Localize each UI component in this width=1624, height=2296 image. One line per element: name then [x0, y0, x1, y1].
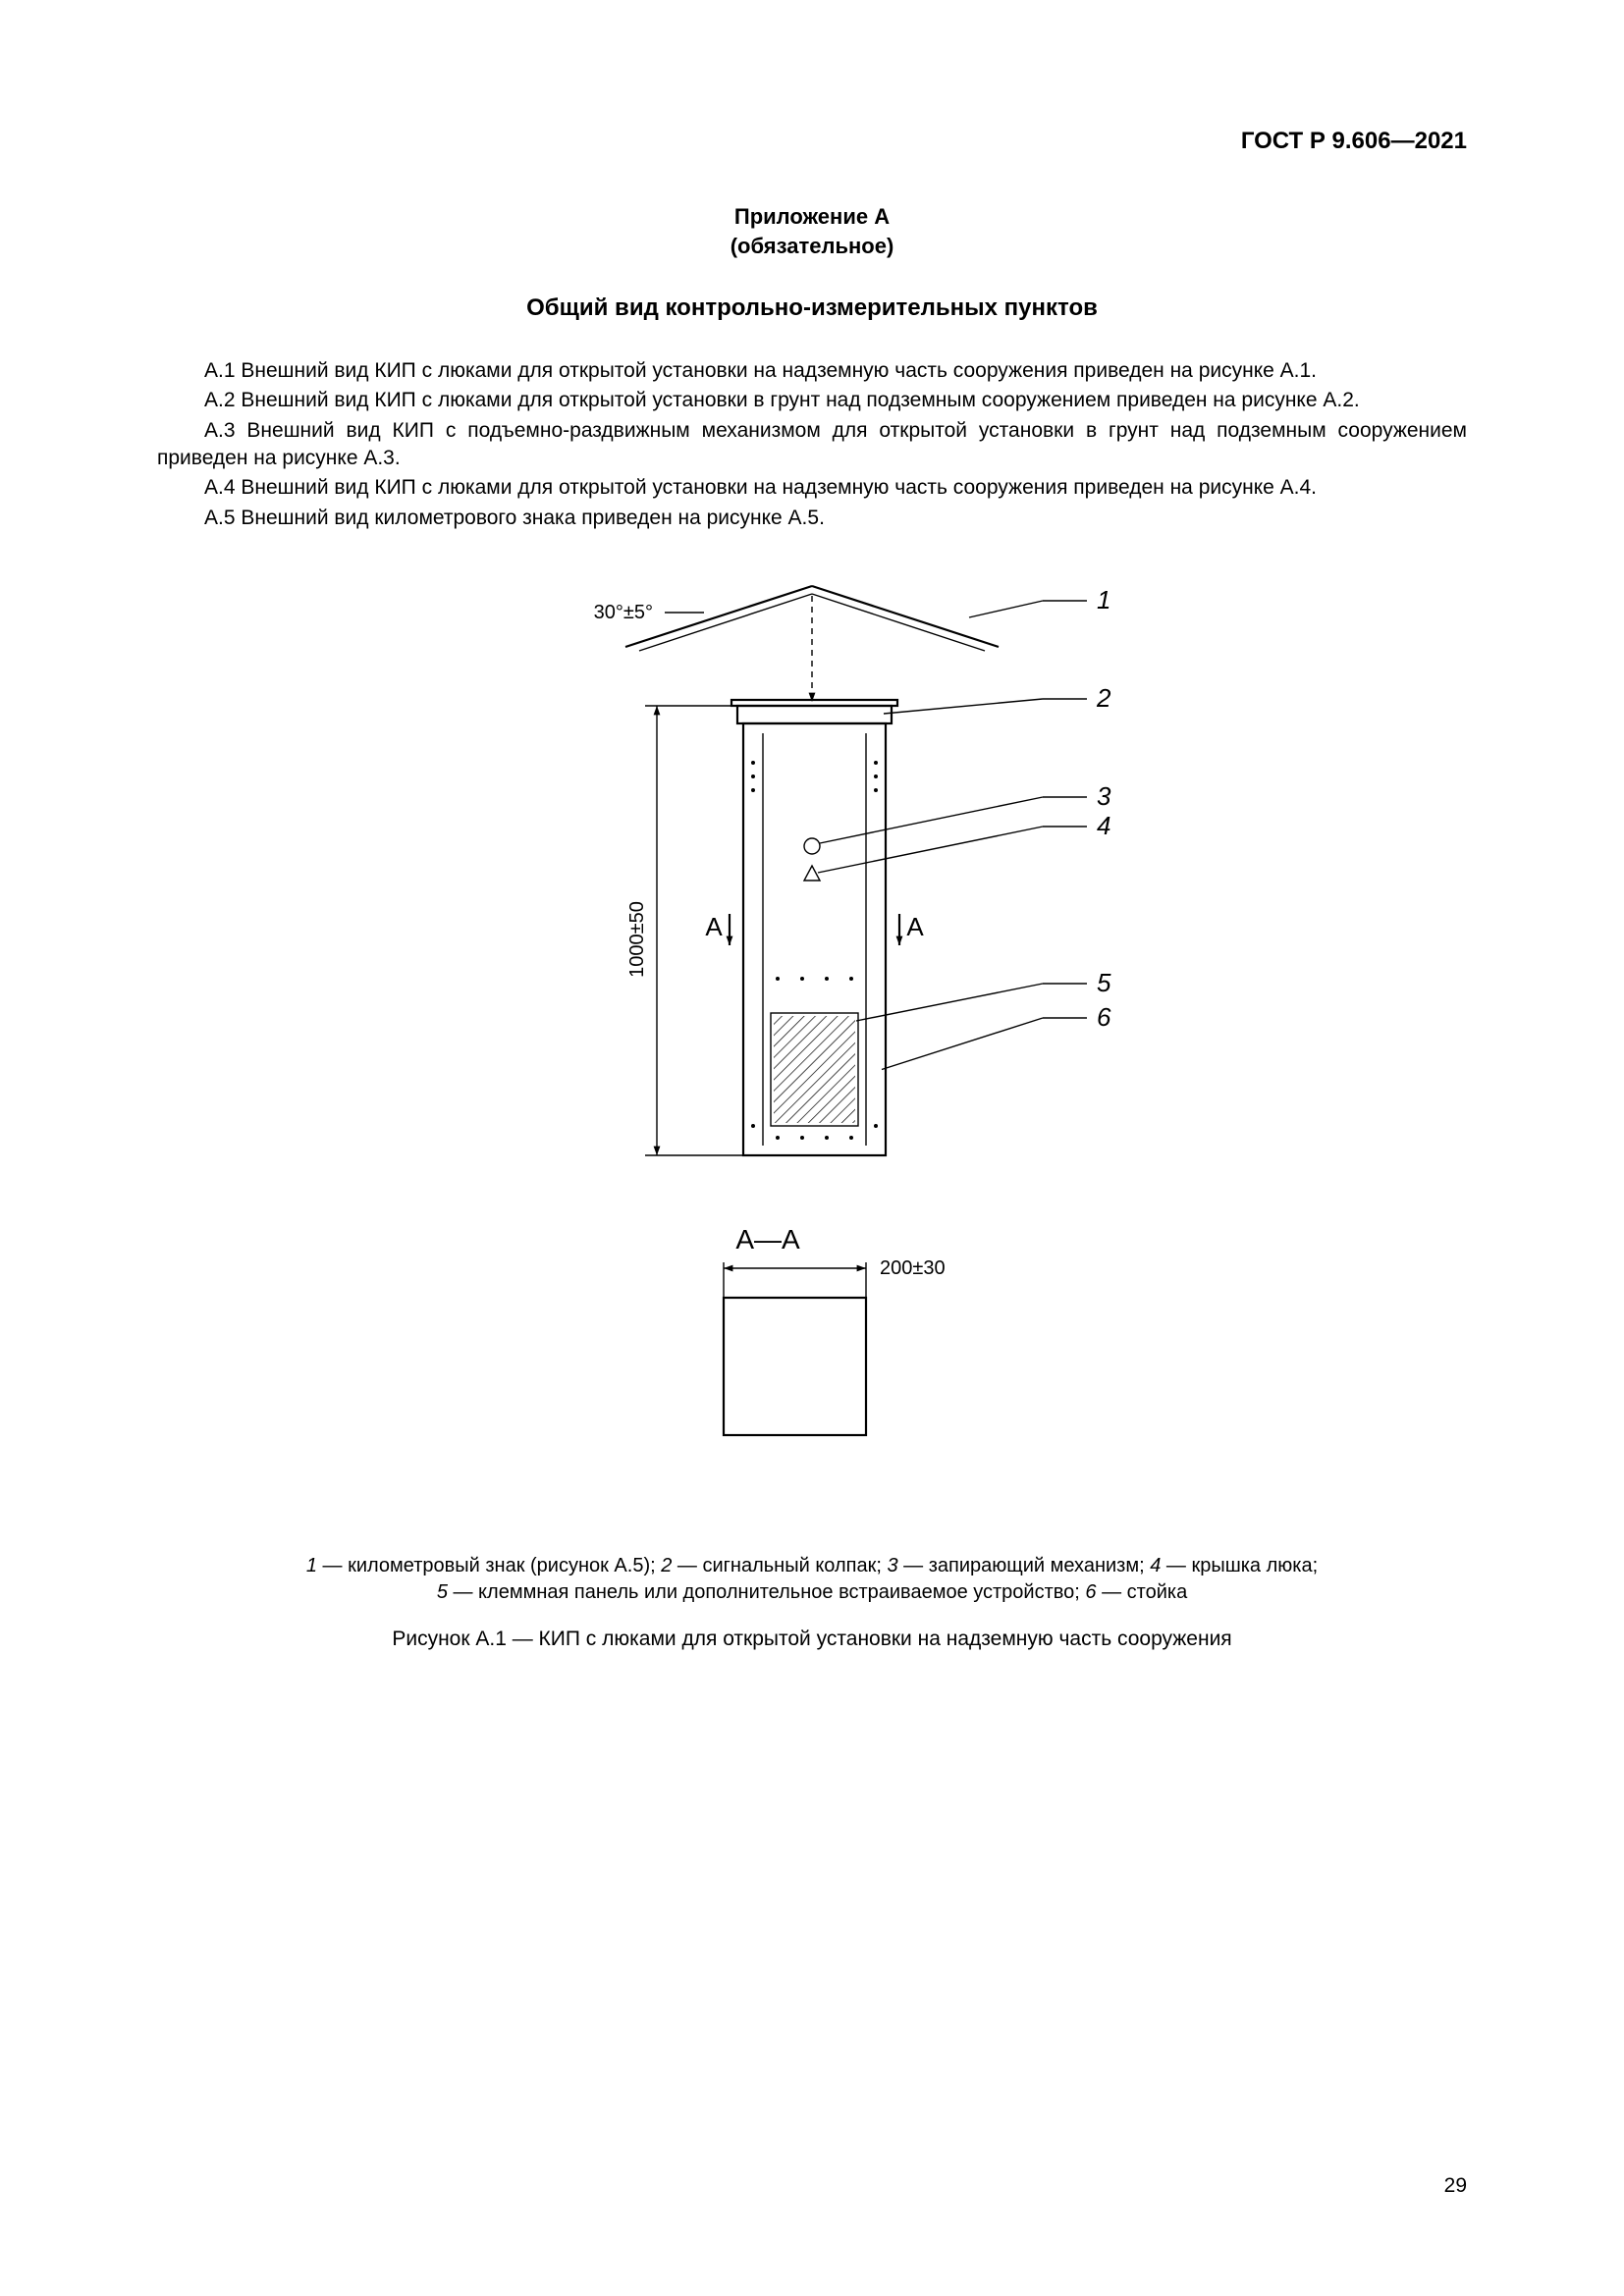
svg-text:1: 1 [1097, 585, 1110, 614]
page-number: 29 [1444, 2174, 1467, 2198]
main-title: Общий вид контрольно-измерительных пункт… [157, 294, 1467, 322]
svg-text:1000±50: 1000±50 [626, 901, 648, 978]
svg-text:200±30: 200±30 [880, 1257, 946, 1279]
svg-text:А: А [705, 912, 723, 941]
paragraph-a3: А.3 Внешний вид КИП с подъемно-раздвижны… [157, 417, 1467, 473]
annex-title: Приложение А [157, 204, 1467, 230]
legend-line-1: 1 — километровый знак (рисунок А.5); 2 —… [157, 1553, 1467, 1579]
technical-drawing-svg: 30°±5° 1 2 34 А А 5 6 1000±50 А—А 200±30 [459, 561, 1165, 1523]
paragraph-a1: А.1 Внешний вид КИП с люками для открыто… [157, 357, 1467, 385]
figure-caption: Рисунок А.1 — КИП с люками для открытой … [157, 1628, 1467, 1651]
paragraph-a4: А.4 Внешний вид КИП с люками для открыто… [157, 474, 1467, 502]
paragraph-text: А.4 Внешний вид КИП с люками для открыто… [204, 476, 1317, 499]
paragraph-text: А.2 Внешний вид КИП с люками для открыто… [204, 389, 1360, 411]
document-header: ГОСТ Р 9.606—2021 [157, 128, 1467, 155]
svg-text:А—А: А—А [735, 1224, 800, 1255]
paragraph-text: А.3 Внешний вид КИП с подъемно-раздвижны… [157, 419, 1467, 469]
paragraph-a5: А.5 Внешний вид километрового знака прив… [157, 505, 1467, 532]
annex-subtitle: (обязательное) [157, 234, 1467, 259]
svg-text:30°±5°: 30°±5° [594, 602, 653, 623]
figure-a1: 30°±5° 1 2 34 А А 5 6 1000±50 А—А 200±30 [157, 561, 1467, 1523]
svg-text:2: 2 [1096, 683, 1111, 713]
svg-text:5: 5 [1097, 968, 1111, 997]
svg-text:4: 4 [1097, 811, 1110, 840]
paragraph-a2: А.2 Внешний вид КИП с люками для открыто… [157, 387, 1467, 414]
svg-text:6: 6 [1097, 1002, 1111, 1032]
legend-line-2: 5 — клеммная панель или дополнительное в… [157, 1579, 1467, 1606]
svg-text:А: А [906, 912, 924, 941]
paragraph-text: А.1 Внешний вид КИП с люками для открыто… [204, 359, 1317, 382]
paragraph-text: А.5 Внешний вид километрового знака прив… [204, 507, 825, 529]
svg-text:3: 3 [1097, 781, 1111, 811]
figure-legend: 1 — километровый знак (рисунок А.5); 2 —… [157, 1553, 1467, 1606]
